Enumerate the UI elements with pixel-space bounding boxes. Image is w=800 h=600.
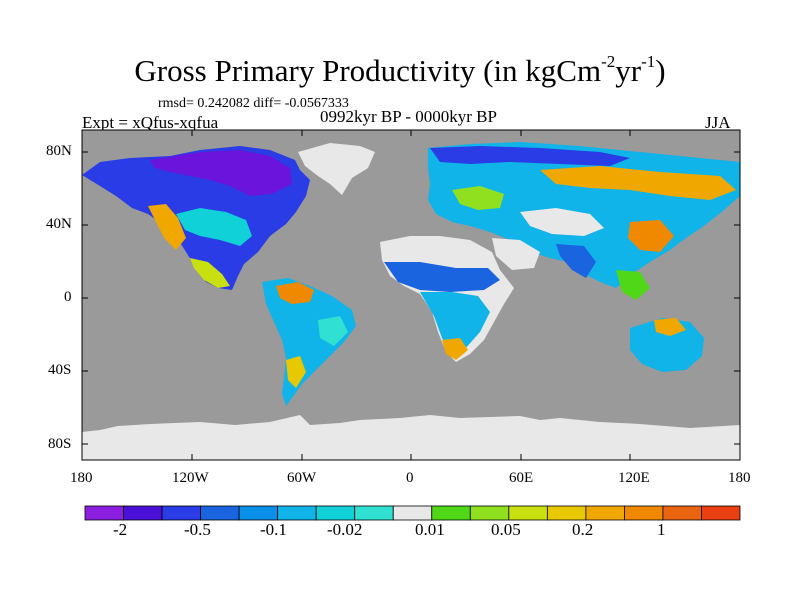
colorbar-box [238,505,279,521]
land-australia [630,318,704,372]
colorbar-box [354,505,394,521]
x-tick-label-60w: 60W [287,470,317,486]
y-tick-label-40n: 40N [46,216,72,232]
y-tick-label-0: 0 [64,289,72,305]
x-tick-label-0: 0 [406,470,414,486]
x-axis-ticks [81,130,741,460]
sa-amazon-orange [276,282,314,304]
na-mexico [190,258,230,288]
au-north-orange [654,318,686,336]
x-tick-label-120w: 120W [172,470,209,486]
colorbar-box [546,505,587,521]
colorbar-label: 0.2 [572,520,594,539]
x-tick-label-120e: 120E [618,470,650,486]
colorbar-box [123,505,163,521]
y-axis-ticks [82,151,740,445]
y-tick-label-40s: 40S [48,362,72,378]
colorbar-box [585,505,625,521]
af-central-cyan [420,292,490,356]
colorbar-label: -0.02 [327,520,363,539]
eu-seasia-green [616,270,650,300]
na-boreal-purple [150,150,292,196]
season-label: JJA [705,113,731,132]
colorbar-label: 0.01 [415,520,445,539]
colorbar-box [84,505,124,521]
y-tick-label-80s: 80S [48,436,72,452]
colorbar-box [277,505,317,521]
x-tick-label-180w: 180 [70,470,93,486]
colorbar-label: 0.05 [491,520,521,539]
colorbar-box [200,505,240,521]
colorbar-label: -0.5 [184,520,211,539]
colorbar-box [315,505,356,521]
eu-india-blue [556,244,596,278]
eu-siberia-orange [540,166,736,200]
colorbar [84,505,741,521]
eu-central-asia [520,208,604,236]
experiment-label: Expt = xQfus-xqfua [82,113,219,132]
colorbar-label: -2 [113,520,128,539]
af-sahel-blue [384,262,500,292]
colorbar-box [431,505,471,521]
x-tick-label-180e: 180 [728,470,751,486]
land-antarctica [82,415,740,460]
colorbar-label: 1 [657,520,666,539]
colorbar-box [508,505,548,521]
x-tick-label-60e: 60E [509,470,534,486]
land-greenland [298,143,375,195]
colorbar-box [161,505,201,521]
sa-east-green [318,316,348,346]
colorbar-box [469,505,510,521]
af-south-orange [442,338,468,360]
colorbar-box [701,505,741,521]
period-label: 0992kyr BP - 0000kyr BP [320,107,497,126]
colorbar-box [662,505,702,521]
y-tick-label-80n: 80N [46,143,72,159]
colorbar-box [624,505,664,521]
na-west-orange [148,204,186,250]
sa-south-orange [286,356,306,388]
eu-north-blue [430,146,630,166]
colorbar-label: -0.1 [260,520,287,539]
stats-label: rmsd= 0.242082 diff= -0.0567333 [158,96,349,111]
eu-europe-green [452,186,504,210]
eu-arabia [492,238,540,270]
eu-china-orange [628,220,674,252]
colorbar-box [392,505,433,521]
na-midwest-green [176,208,252,246]
plot-title: Gross Primary Productivity (in kgCm-2yr-… [134,52,666,88]
land-south-america [262,278,356,406]
